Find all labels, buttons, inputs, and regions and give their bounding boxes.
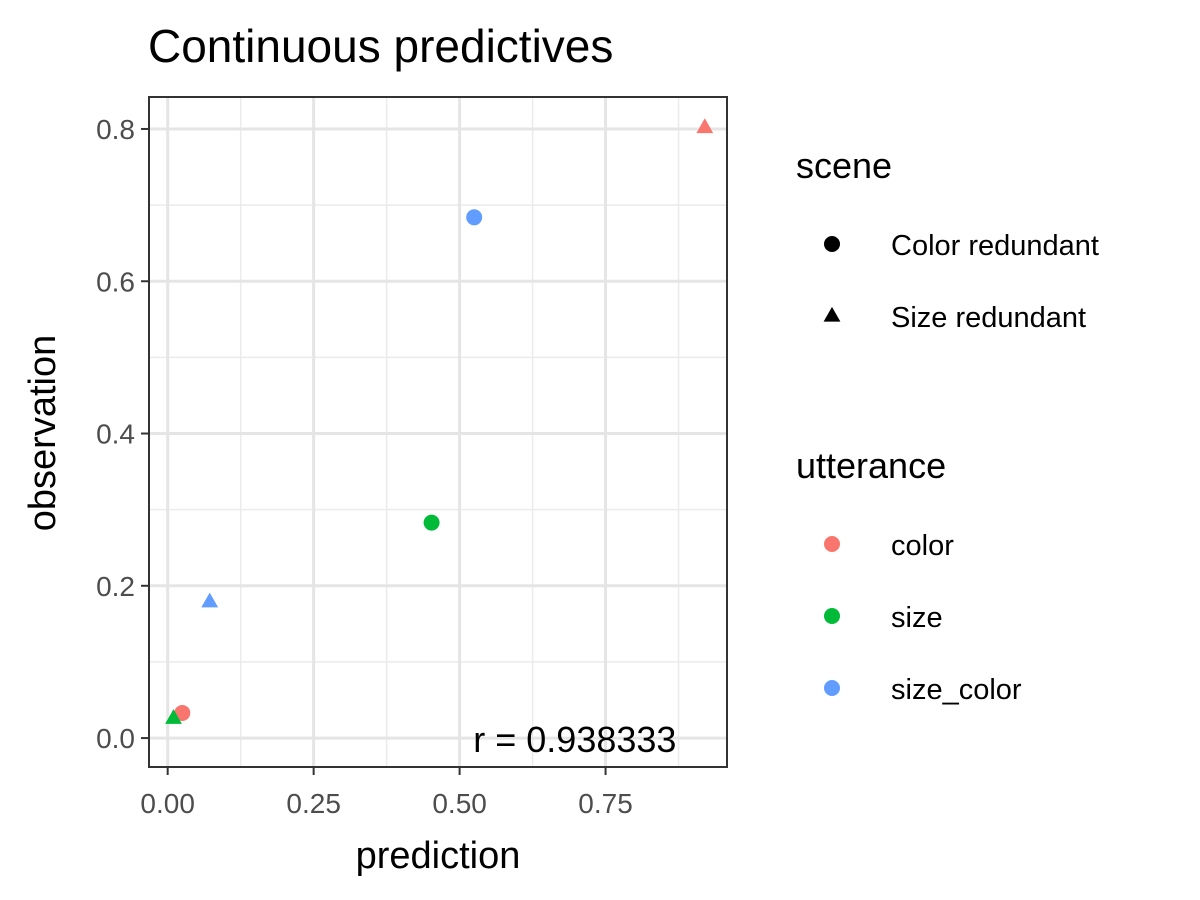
legend-label: size (891, 602, 943, 634)
plot-border (148, 96, 728, 768)
legend-title: utterance (796, 445, 946, 486)
data-point (423, 514, 440, 531)
x-tick-label: 0.75 (578, 788, 633, 819)
data-point (466, 209, 483, 226)
x-tick-label: 0.50 (432, 788, 487, 819)
y-tick-label: 0.4 (96, 419, 135, 450)
y-tick-label: 0.8 (96, 114, 135, 145)
correlation-annotation: r = 0.938333 (473, 719, 676, 760)
legend-key (824, 236, 840, 252)
x-axis-title: prediction (356, 835, 521, 877)
legend-title: scene (796, 145, 892, 186)
legend-key (823, 306, 841, 322)
data-point (201, 592, 219, 608)
plot-panel (149, 97, 727, 767)
y-tick-label: 0.2 (96, 571, 135, 602)
legend-label: Color redundant (891, 230, 1099, 262)
legend-key (824, 680, 840, 696)
legend-label: color (891, 530, 954, 562)
data-point (696, 118, 714, 134)
data-point (174, 704, 191, 721)
y-tick-label: 0.0 (96, 723, 135, 754)
legend-key (824, 536, 840, 552)
x-tick-label: 0.00 (140, 788, 195, 819)
y-tick-label: 0.6 (96, 266, 135, 297)
chart-title: Continuous predictives (148, 20, 613, 72)
y-axis-title: observation (22, 335, 64, 531)
legend: scene Color redundant Size redundant uttera… (796, 145, 1099, 706)
x-tick-label: 0.25 (286, 788, 341, 819)
legend-label: Size redundant (891, 302, 1086, 334)
plot-area: 0.00 0.25 0.50 0.75 0.0 0.2 0.4 0.6 0.8 r = 0.938… (96, 96, 728, 819)
legend-label: size_color (891, 674, 1022, 706)
data-point (165, 709, 182, 724)
legend-key (824, 608, 840, 624)
